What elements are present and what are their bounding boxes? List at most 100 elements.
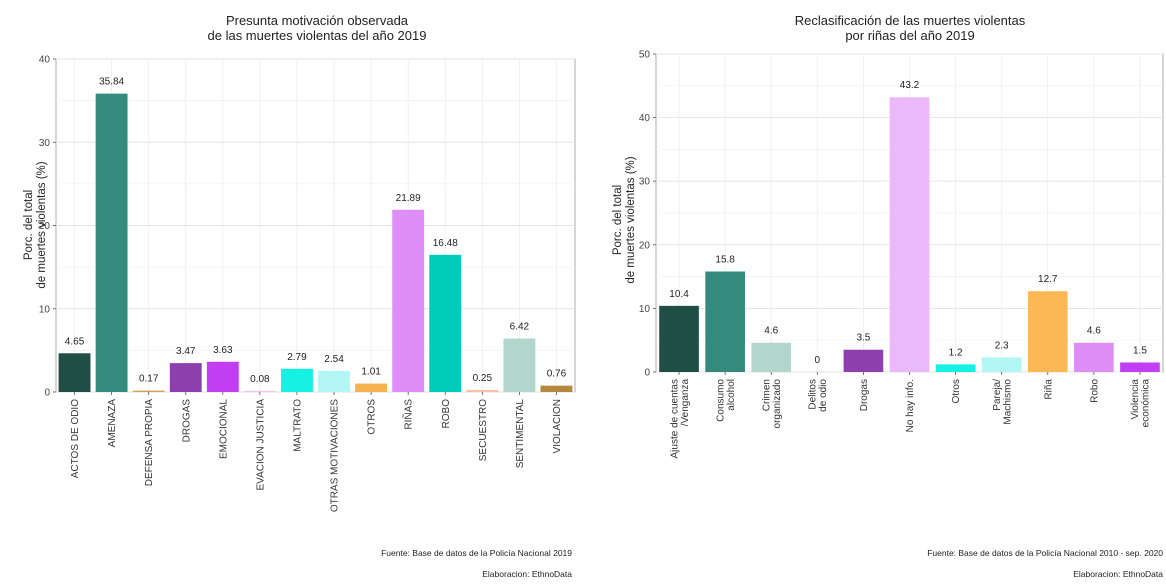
credit-caption: Elaboracion: EthnoData [1073, 569, 1163, 579]
y-axis-label-line: de muertes violentas (%) [36, 161, 48, 288]
bar-value-label: 1.01 [361, 367, 381, 378]
y-tick-label: 0 [644, 368, 650, 379]
x-tick-label-line: organizado [772, 379, 783, 429]
bar [169, 363, 202, 392]
x-tick-label: AMENAZA [107, 399, 118, 448]
x-tick-label-line: Machismo [1002, 379, 1013, 425]
bar [659, 305, 699, 372]
x-tick-label-line: OTRAS MOTIVACIONES [330, 399, 341, 512]
x-tick-label: RIÑAS [402, 399, 415, 430]
y-axis-label: Porc. del total de muertes violentas (%) [23, 161, 48, 288]
x-tick-label-line: Crimen [761, 379, 772, 411]
bar-value-label: 15.8 [715, 255, 735, 266]
x-tick-label: Crimen organizado [761, 379, 783, 429]
bar-value-label: 0 [815, 355, 821, 366]
x-tick-label: Robo [1089, 379, 1100, 403]
y-axis-label-line: de muertes violentas (%) [625, 156, 637, 283]
bar [318, 370, 350, 392]
x-tick-label-line: Pareja/ [992, 379, 1003, 411]
bar [281, 368, 313, 392]
bar-value-label: 2.79 [287, 352, 307, 363]
x-tick-label-line: ACTOS DE ODIO [70, 399, 81, 478]
x-tick-label-line: Consumo [715, 379, 726, 422]
bar-value-label: 43.2 [900, 80, 920, 91]
x-tick-label: DROGAS [181, 399, 192, 443]
x-tick-label-line: DEFENSA PROPIA [144, 399, 155, 487]
bar-value-label: 10.4 [669, 289, 689, 300]
chart-title-line: de las muertes violentas del año 2019 [208, 28, 427, 43]
y-tick-label: 20 [39, 221, 51, 232]
y-tick-label: 30 [639, 177, 651, 188]
bar [1120, 362, 1160, 372]
x-tick-label: ROBO [441, 399, 452, 429]
bar-value-label: 4.65 [65, 336, 85, 347]
y-axis-label: Porc. del total de muertes violentas (%) [612, 156, 637, 283]
bar-value-label: 2.54 [324, 354, 344, 365]
x-tick-label-line: RIÑAS [402, 399, 415, 430]
x-tick-label-line: ROBO [441, 399, 452, 429]
x-tick-label: MALTRATO [292, 399, 303, 452]
x-tick-label: Riña [1043, 379, 1054, 400]
x-tick-label-line: MALTRATO [292, 399, 303, 452]
x-tick-label: Pareja/Machismo [992, 379, 1014, 425]
bar [503, 338, 536, 392]
x-tick-label: VIOLACION [552, 399, 563, 453]
source-caption: Fuente: Base de datos de la Policía Naci… [381, 548, 572, 558]
x-tick-label-line: Otros [951, 379, 962, 403]
bar-value-label: 0.08 [250, 374, 270, 385]
x-tick-label-line: EMOCIONAL [218, 399, 229, 459]
bar-value-label: 35.84 [99, 77, 124, 88]
bar [355, 383, 388, 392]
bar-value-label: 0.76 [547, 369, 567, 380]
chart-left-panel: Presunta motivación observada de las muer… [0, 0, 583, 583]
x-tick-label-line: económica [1141, 379, 1152, 428]
x-tick-label-line: Violencia [1130, 379, 1141, 420]
bar [206, 361, 239, 392]
x-tick-label-line: SENTIMENTAL [515, 399, 526, 469]
x-tick-label: EMOCIONAL [218, 399, 229, 459]
x-tick-label-line: DROGAS [181, 399, 192, 443]
credit-caption: Elaboracion: EthnoData [482, 569, 572, 579]
y-tick-label: 0 [44, 388, 50, 399]
bar [705, 271, 745, 372]
y-tick-label: 40 [639, 113, 651, 124]
x-tick-label: DEFENSA PROPIA [144, 399, 155, 487]
bar [889, 97, 930, 373]
x-tick-label: ACTOS DE ODIO [70, 399, 81, 478]
bar-value-label: 3.63 [213, 345, 233, 356]
x-tick-label: Otros [951, 379, 962, 403]
bar [1074, 342, 1114, 372]
x-tick-label-line: Riña [1043, 379, 1054, 400]
y-tick-label: 10 [639, 304, 651, 315]
bar [243, 390, 276, 392]
x-tick-label-line: Robo [1089, 379, 1100, 403]
x-tick-label: Ajuste de cuentas/Venganza [669, 379, 691, 459]
x-tick-label: No hay info. [905, 379, 916, 432]
x-tick-label-line: SECUESTRO [478, 399, 489, 461]
bar [935, 364, 976, 372]
x-tick-label-line: OTROS [367, 399, 378, 435]
bar [58, 353, 91, 392]
x-tick-label: OTRAS MOTIVACIONES [330, 399, 341, 512]
y-tick-label: 50 [639, 50, 651, 61]
y-axis-label-line: Porc. del total [23, 190, 35, 260]
bar [1027, 291, 1068, 372]
chart-title-line: Presunta motivación observada [226, 13, 409, 28]
x-tick-label: EVACION JUSTICIA [255, 399, 266, 491]
x-tick-label: OTROS [367, 399, 378, 435]
bar [843, 349, 884, 372]
bar-value-label: 1.5 [1133, 345, 1147, 356]
chart-title-line: Reclasificación de las muertes violentas [795, 13, 1026, 28]
bar [540, 385, 573, 392]
x-tick-label: Consumo alcohol [715, 379, 737, 422]
bar-value-label: 1.2 [949, 347, 963, 358]
x-tick-label-line: AMENAZA [107, 399, 118, 448]
y-tick-label: 30 [39, 138, 51, 149]
bar-value-label: 3.5 [856, 333, 870, 344]
x-tick-label-line: Ajuste de cuentas [669, 379, 680, 459]
bar-value-label: 3.47 [176, 346, 196, 357]
bar [95, 93, 128, 393]
x-tick-label: SECUESTRO [478, 399, 489, 461]
y-tick-label: 40 [39, 55, 51, 66]
